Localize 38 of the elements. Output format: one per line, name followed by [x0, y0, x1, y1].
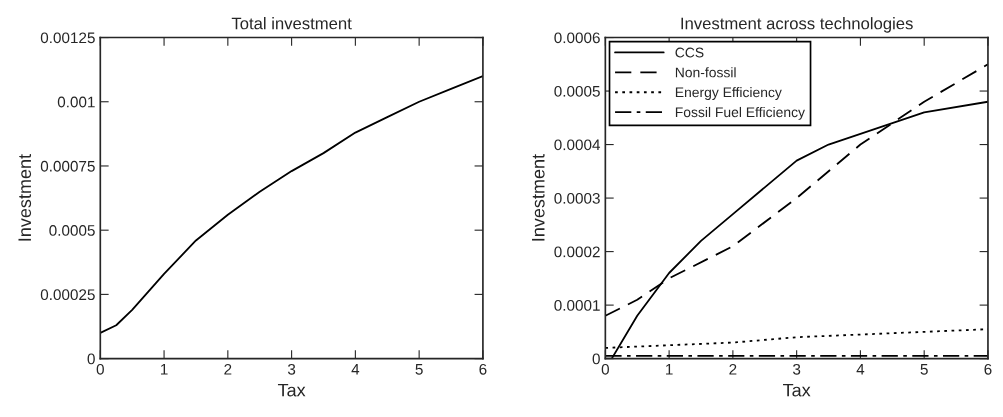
chart-title: Total investment — [231, 17, 352, 30]
y-axis-title: Investment — [18, 154, 32, 241]
y-tick-label: 0.001 — [57, 96, 95, 108]
legend-label: CCS — [675, 47, 704, 58]
y-tick-label: 0.0003 — [554, 192, 600, 204]
x-tick-label: 6 — [984, 363, 992, 375]
x-tick-label: 2 — [729, 363, 737, 375]
y-tick-label: 0.0004 — [554, 139, 601, 151]
x-tick-label: 2 — [224, 363, 232, 375]
legend-label: Energy Efficiency — [675, 87, 782, 100]
y-tick-label: 0 — [87, 353, 95, 365]
x-tick-label: 5 — [415, 364, 423, 375]
x-tick-label: 3 — [287, 363, 296, 375]
x-axis-title: Tax — [783, 383, 811, 397]
y-axis-title: Investment — [532, 154, 545, 241]
legend-label: Fossil Fuel Efficiency — [675, 106, 805, 120]
x-tick-label: 4 — [351, 364, 360, 375]
x-tick-label: 4 — [856, 364, 865, 375]
x-tick-label: 5 — [920, 364, 928, 375]
chart-title: Investment across technologies — [681, 17, 913, 33]
y-tick-label: 0.00025 — [40, 289, 95, 301]
y-tick-label: 0.0005 — [554, 85, 600, 97]
y-tick-label: 0.00075 — [40, 160, 95, 172]
x-tick-label: 0 — [601, 363, 609, 375]
y-tick-label: 0.0002 — [554, 246, 600, 258]
x-tick-label: 0 — [96, 363, 104, 375]
y-tick-label: 0.0005 — [49, 225, 95, 236]
y-tick-label: 0.0006 — [554, 32, 600, 44]
y-tick-label: 0.00125 — [40, 32, 95, 44]
x-tick-label: 6 — [479, 363, 487, 375]
x-tick-label: 3 — [792, 363, 801, 375]
y-tick-label: 0.0001 — [554, 299, 600, 311]
x-axis-title: Tax — [277, 383, 306, 397]
line-series — [100, 75, 483, 334]
x-tick-label: 1 — [666, 364, 673, 375]
y-tick-label: 0 — [592, 353, 600, 365]
legend-label: Non-fossil — [675, 67, 736, 78]
x-tick-label: 1 — [160, 364, 168, 375]
